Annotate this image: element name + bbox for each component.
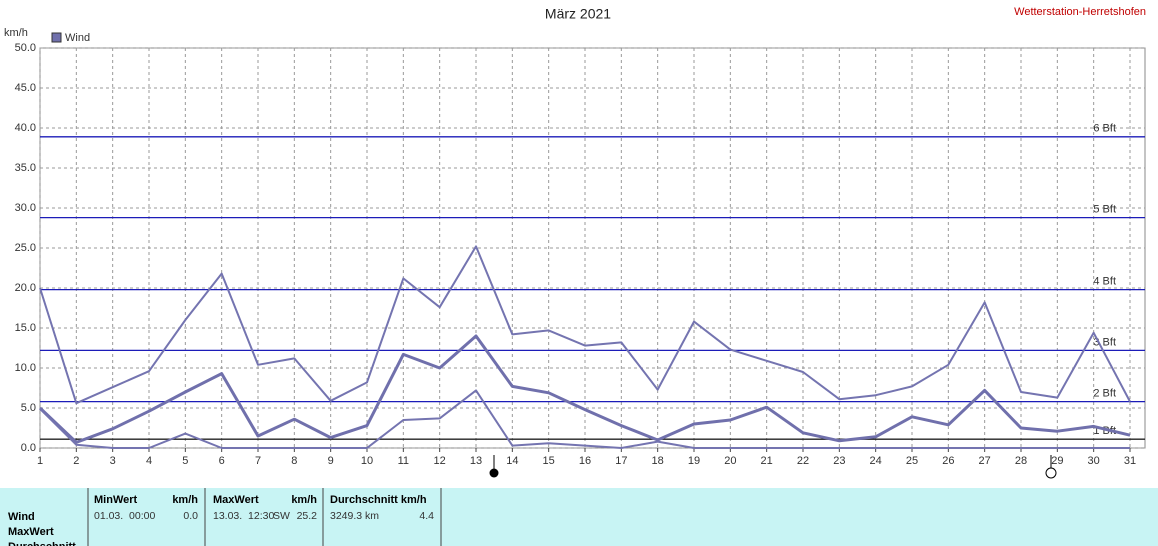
x-tick-label: 23 [833,455,845,467]
row-label: Wind [8,511,35,523]
row-label: MaxWert [8,526,54,538]
x-tick-label: 28 [1015,455,1027,467]
new-moon [489,468,499,478]
beaufort-label: 4 Bft [1093,276,1116,288]
table-header: MinWert [94,494,138,506]
x-tick-label: 10 [361,455,373,467]
x-tick-label: 4 [146,455,152,467]
series-line [39,245,1131,405]
x-tick-label: 22 [797,455,809,467]
x-tick-label: 27 [979,455,991,467]
source: Wetterstation-Herretshofen [1014,6,1146,18]
y-tick-label: 0.0 [21,442,36,454]
legend-swatch [51,32,62,43]
x-tick-label: 25 [906,455,918,467]
table-cell: 0.0 [183,510,198,522]
legend-label: Wind [65,32,90,44]
x-tick-label: 17 [615,455,627,467]
x-tick-label: 18 [652,455,664,467]
table-header: Durchschnitt km/h [330,494,427,506]
table-cell: 13.03. 12:30 [213,510,274,522]
x-tick-label: 19 [688,455,700,467]
x-tick-label: 13 [470,455,482,467]
series-line [38,334,1131,444]
beaufort-label: 3 Bft [1093,336,1116,348]
table-header: km/h [291,494,317,506]
x-tick-label: 31 [1124,455,1136,467]
chart-title: März 2021 [545,6,611,22]
x-tick-label: 12 [434,455,446,467]
table-cell: 4.4 [419,510,434,522]
beaufort-label: 5 Bft [1093,204,1116,216]
table-borders [87,488,442,546]
y-tick-label: 50.0 [15,42,36,54]
x-tick-label: 15 [543,455,555,467]
y-tick-label: 20.0 [15,282,36,294]
series-line [39,389,1130,449]
y-tick-label: 35.0 [15,162,36,174]
x-tick-label: 20 [724,455,736,467]
y-tick-label: 5.0 [21,402,36,414]
beaufort-label: 6 Bft [1093,123,1116,135]
x-tick-label: 7 [255,455,261,467]
table-cell: 25.2 [297,510,318,522]
y-tick-label: 30.0 [15,202,36,214]
beaufort-label: 2 Bft [1093,388,1116,400]
row-label: Durchschnitt [8,541,76,546]
y-axis-label: km/h [4,27,28,39]
x-tick-label: 29 [1051,455,1063,467]
table-cell: SW [273,510,290,522]
y-tick-label: 10.0 [15,362,36,374]
y-tick-label: 15.0 [15,322,36,334]
x-tick-label: 24 [870,455,882,467]
table-header: MaxWert [213,494,259,506]
x-tick-label: 6 [219,455,225,467]
x-tick-label: 21 [761,455,773,467]
x-tick-label: 26 [942,455,954,467]
table-cell: 01.03. 00:00 [94,510,155,522]
x-tick-label: 2 [73,455,79,467]
x-tick-label: 9 [328,455,334,467]
x-tick-label: 14 [506,455,518,467]
x-tick-label: 1 [37,455,43,467]
x-tick-label: 8 [291,455,297,467]
x-tick-label: 30 [1088,455,1100,467]
y-tick-label: 25.0 [15,242,36,254]
table-header: km/h [172,494,198,506]
full-moon [1045,467,1057,479]
x-tick-label: 5 [182,455,188,467]
x-tick-label: 16 [579,455,591,467]
x-tick-label: 11 [398,455,409,467]
y-tick-label: 40.0 [15,122,36,134]
table-background [0,488,1158,546]
y-tick-label: 45.0 [15,82,36,94]
x-tick-label: 3 [110,455,116,467]
table-cell: 3249.3 km [330,510,379,522]
